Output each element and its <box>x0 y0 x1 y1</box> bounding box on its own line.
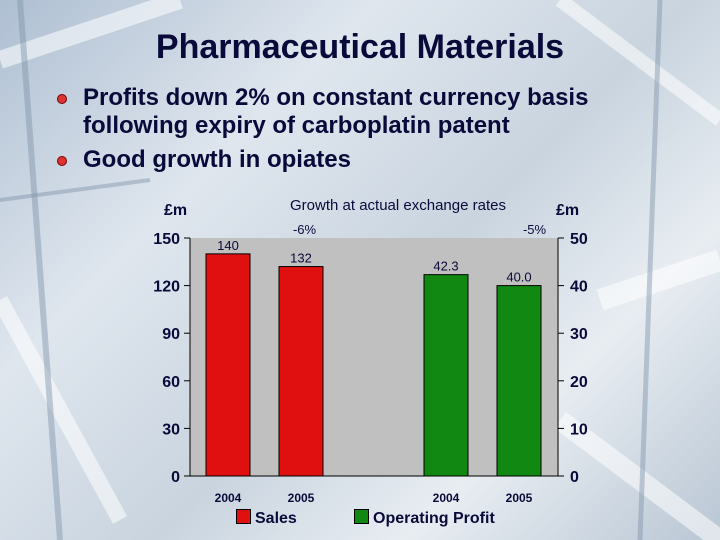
legend-item-sales: Sales <box>236 509 297 528</box>
bullet-item: Good growth in opiates <box>55 146 695 174</box>
bar-value-label: 132 <box>290 251 312 266</box>
legend-label-sales: Sales <box>255 510 297 527</box>
legend-swatch-operating-profit <box>354 509 369 524</box>
right-axis-tick-label: 10 <box>570 421 588 438</box>
legend-label-operating-profit: Operating Profit <box>373 510 495 527</box>
bar-operating-profit <box>423 274 469 477</box>
bar-sales <box>205 253 251 477</box>
x-category-label: 2005 <box>288 491 315 505</box>
left-axis-tick-label: 0 <box>171 469 180 486</box>
x-category-label: 2004 <box>215 491 242 505</box>
right-axis-tick-label: 0 <box>570 469 579 486</box>
bullet-dot-icon <box>57 156 67 166</box>
bullet-item: Profits down 2% on constant currency bas… <box>55 84 695 140</box>
bar-operating-profit <box>496 285 542 477</box>
bullet-dot-icon <box>57 94 67 104</box>
growth-label: -6% <box>293 222 317 237</box>
left-axis-tick-label: 150 <box>153 231 180 248</box>
bar-value-label: 140 <box>217 238 239 253</box>
bullet-text: Good growth in opiates <box>83 146 351 173</box>
left-axis-tick-label: 60 <box>162 374 180 391</box>
x-category-label: 2004 <box>433 491 460 505</box>
x-category-label: 2005 <box>506 491 533 505</box>
right-axis-tick-label: 20 <box>570 374 588 391</box>
left-axis-tick-label: 90 <box>162 326 180 343</box>
bullet-list: Profits down 2% on constant currency bas… <box>55 84 695 180</box>
right-axis-tick-label: 40 <box>570 279 588 296</box>
right-axis-tick-label: 30 <box>570 326 588 343</box>
bar-value-label: 42.3 <box>433 259 458 274</box>
legend-item-operating-profit: Operating Profit <box>354 509 495 528</box>
bar-value-label: 40.0 <box>506 270 531 285</box>
slide-title: Pharmaceutical Materials <box>155 28 565 66</box>
right-axis-tick-label: 50 <box>570 231 588 248</box>
left-axis-tick-label: 30 <box>162 421 180 438</box>
bullet-text: Profits down 2% on constant currency bas… <box>83 84 589 139</box>
left-axis-tick-label: 120 <box>153 279 180 296</box>
growth-label: -5% <box>523 222 547 237</box>
left-axis-unit: £m <box>164 202 188 219</box>
chart-subtitle: Growth at actual exchange rates <box>290 197 506 214</box>
legend-swatch-sales <box>236 509 251 524</box>
right-axis-unit: £m <box>556 202 580 219</box>
bar-sales <box>278 266 324 477</box>
